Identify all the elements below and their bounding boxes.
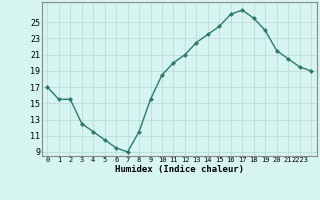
X-axis label: Humidex (Indice chaleur): Humidex (Indice chaleur): [115, 165, 244, 174]
